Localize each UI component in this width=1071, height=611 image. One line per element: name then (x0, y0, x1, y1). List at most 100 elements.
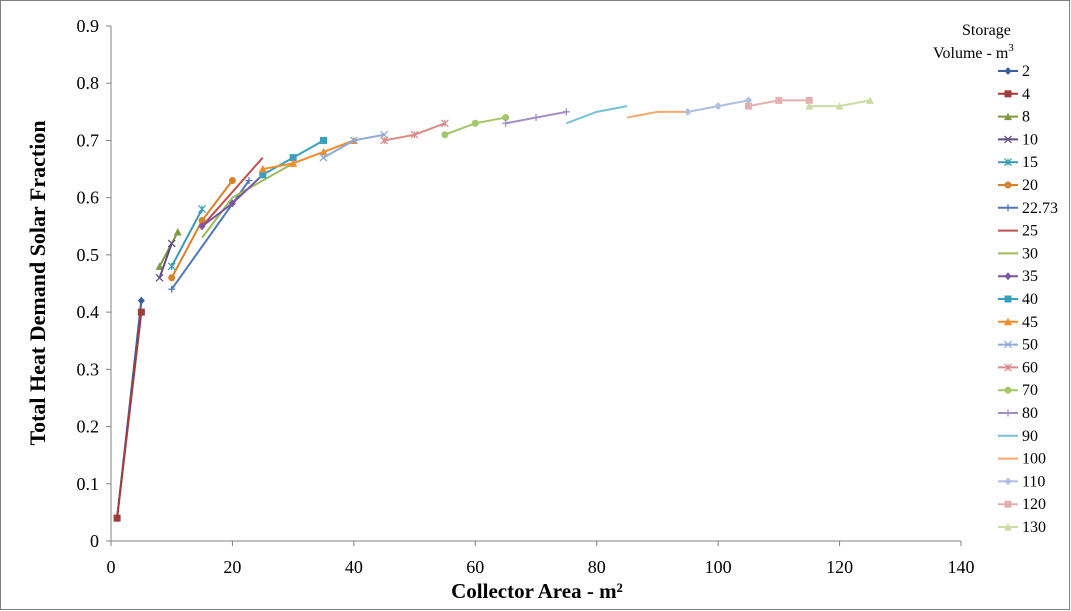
legend-item: 60 (998, 359, 1038, 376)
legend-label: 60 (1022, 359, 1038, 376)
data-point (380, 130, 389, 139)
data-point (137, 308, 145, 316)
series-line (201, 156, 264, 227)
x-axis-ticks: 0 20 40 60 80 100 120 140 (107, 541, 975, 577)
x-axis-title: Collector Area - m² (451, 579, 623, 603)
data-point (137, 296, 145, 305)
legend-swatch-marker (1004, 500, 1012, 508)
data-point (173, 228, 182, 236)
data-point (684, 107, 692, 116)
series-45 (258, 136, 358, 173)
legend-swatch-marker (1004, 112, 1012, 121)
series-120 (745, 96, 813, 110)
data-point (245, 177, 253, 184)
legend-item: 45 (998, 314, 1038, 331)
legend-swatch-marker (1004, 204, 1012, 212)
data-point (258, 165, 267, 173)
y-tick-label: 0.5 (77, 245, 100, 265)
data-point (289, 159, 298, 167)
data-point (835, 102, 844, 110)
x-tick-label: 80 (588, 557, 606, 577)
data-point (562, 108, 570, 116)
legend-title-line2: Volume - m3 (933, 42, 1014, 62)
legend-swatch-marker (1004, 409, 1012, 417)
y-tick-label: 0.7 (77, 130, 100, 150)
data-point (745, 102, 752, 110)
data-point (865, 96, 874, 104)
legend-label: 70 (1022, 382, 1038, 399)
legend-item: 70 (998, 382, 1038, 399)
legend-label: 100 (1022, 451, 1046, 468)
data-point (532, 114, 540, 122)
legend-label: 50 (1022, 337, 1038, 354)
legend-item: 80 (998, 405, 1038, 422)
legend-label: 20 (1022, 177, 1038, 194)
legend-item: 30 (998, 245, 1038, 262)
data-point (113, 514, 121, 522)
legend-label: 130 (1022, 519, 1046, 536)
legend-label: 25 (1022, 223, 1038, 240)
y-axis-title: Total Heat Demand Solar Fraction (25, 120, 50, 445)
series-100 (626, 110, 688, 119)
y-tick-label: 0.4 (77, 302, 100, 322)
series-90 (566, 105, 628, 125)
series-70 (441, 114, 510, 139)
axes (110, 26, 961, 542)
legend-label: 8 (1022, 109, 1030, 126)
data-point (155, 262, 164, 270)
series-15 (167, 205, 206, 271)
data-point (319, 153, 328, 162)
data-point (155, 273, 164, 282)
legend-label: 22.73 (1022, 200, 1058, 217)
data-point (198, 217, 206, 225)
data-point (410, 130, 419, 139)
legend-swatch-marker (1004, 158, 1012, 167)
legend-label: 10 (1022, 131, 1038, 148)
legend-title-line1: Storage (962, 22, 1011, 39)
data-point (198, 222, 206, 231)
series-25 (201, 156, 264, 227)
legend-swatch-marker (1004, 295, 1012, 303)
legend-item: 15 (998, 154, 1038, 171)
x-tick-label: 120 (826, 557, 853, 577)
data-point (198, 205, 206, 214)
legend-label: 90 (1022, 428, 1038, 445)
data-point (441, 131, 449, 139)
legend-swatch-marker (1004, 386, 1012, 394)
data-point (319, 147, 328, 156)
series-20 (168, 177, 236, 282)
series-line (262, 139, 355, 171)
legend-label: 4 (1022, 86, 1030, 103)
legend-title-text: Volume - m (933, 45, 1009, 62)
legend-item: 22.73 (998, 200, 1058, 217)
x-tick-label: 100 (705, 557, 732, 577)
data-point (167, 239, 176, 248)
plot-area (113, 96, 874, 523)
data-point (502, 114, 510, 122)
y-tick-label: 0 (90, 531, 99, 551)
legend-item: 40 (998, 291, 1038, 308)
series-80 (502, 108, 570, 127)
legend: Storage Volume - m3 24810152022.73253035… (933, 22, 1058, 536)
x-tick-label: 0 (107, 557, 116, 577)
series-line (170, 179, 250, 290)
legend-label: 110 (1022, 473, 1045, 490)
legend-item: 50 (998, 337, 1038, 354)
data-point (471, 119, 479, 127)
series-line (158, 243, 173, 279)
data-point (380, 136, 389, 145)
legend-items: 2 4 8 10 15 20 22.73 25 30 35 40 45 50 60 70 80 90 100 110… (998, 63, 1058, 536)
data-point (228, 177, 236, 184)
data-point (775, 96, 783, 104)
legend-swatch-marker (1004, 477, 1012, 486)
data-point (167, 262, 176, 271)
series-line (116, 311, 143, 519)
legend-swatch-marker (1004, 181, 1012, 189)
series-10 (155, 239, 176, 282)
y-tick-label: 0.9 (77, 16, 100, 36)
legend-title-superscript: 3 (1008, 42, 1014, 54)
series-line (566, 105, 628, 125)
series-4 (113, 308, 145, 522)
